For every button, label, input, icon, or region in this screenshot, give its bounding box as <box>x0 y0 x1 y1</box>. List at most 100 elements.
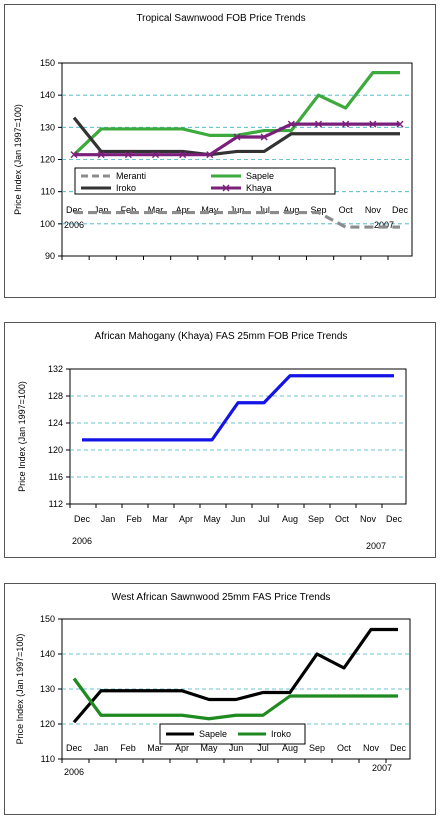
year-label: 2007 <box>366 541 386 551</box>
legend-label: Iroko <box>271 729 291 739</box>
chart-title: Tropical Sawnwood FOB Price Trends <box>136 13 305 24</box>
series-line-sapele <box>72 71 400 156</box>
year-label: 2006 <box>64 767 84 777</box>
data-point-khaya <box>152 151 159 159</box>
x-tick-label: Dec <box>66 205 83 215</box>
series-line-iroko <box>72 677 398 721</box>
legend-box <box>74 167 336 195</box>
y-tick-label: 150 <box>40 58 55 68</box>
x-tick-label: Jun <box>229 743 244 753</box>
y-tick-label: 140 <box>40 649 55 659</box>
x-tick-label: Dec <box>386 514 403 524</box>
year-label: 2006 <box>64 220 84 230</box>
legend-label: Sapele <box>199 729 227 739</box>
y-axis-label: Price Index (Jan 1997=100) <box>15 634 25 745</box>
x-tick-label: Jul <box>258 205 270 215</box>
chart-panel-1: Tropical Sawnwood FOB Price Trends 90 100 1… <box>4 4 436 298</box>
y-tick-label: 150 <box>40 614 55 624</box>
x-tick-label: Feb <box>120 743 136 753</box>
year-label: 2006 <box>72 536 92 546</box>
y-tick-label: 124 <box>48 418 63 428</box>
legend-label: Sapele <box>246 171 274 181</box>
y-tick-label: 130 <box>40 684 55 694</box>
chart-title: African Mahogany (Khaya) FAS 25mm FOB Pr… <box>95 331 348 342</box>
data-point-khaya <box>260 133 268 141</box>
tropical-sawnwood-chart: Tropical Sawnwood FOB Price Trends 90 100 1… <box>13 13 413 261</box>
y-axis-label: Price Index (Jan 1997=100) <box>17 381 27 492</box>
x-tick-label: Dec <box>74 514 91 524</box>
y-tick-label: 112 <box>49 499 63 509</box>
legend-label: Khaya <box>246 183 272 193</box>
y-tick-label: 130 <box>40 122 55 132</box>
data-point-khaya <box>206 151 214 159</box>
data-point-khaya <box>124 151 132 159</box>
y-tick-label: 132 <box>48 364 63 374</box>
y-tick-label: 120 <box>40 155 55 165</box>
x-tick-label: Feb <box>126 514 142 524</box>
data-point-khaya <box>287 120 295 128</box>
west-african-sawnwood-chart: West African Sawnwood 25mm FAS Price Tre… <box>15 592 411 777</box>
y-tick-label: 100 <box>40 219 55 229</box>
data-point-khaya <box>342 120 350 128</box>
x-tick-label: Sep <box>310 205 326 215</box>
data-point-khaya <box>179 151 187 159</box>
series-line-meranti <box>74 210 400 229</box>
x-tick-label: May <box>201 205 219 215</box>
x-tick-label: Jul <box>257 743 269 753</box>
x-tick-label: Apr <box>176 205 190 215</box>
series-line-series <box>82 374 394 442</box>
data-point-khaya <box>97 151 105 159</box>
y-tick-label: 90 <box>45 251 55 261</box>
y-tick-label: 120 <box>48 445 63 455</box>
x-tick-label: Apr <box>179 514 193 524</box>
data-point-khaya <box>396 120 404 128</box>
y-tick-label: 116 <box>49 472 63 482</box>
y-tick-label: 110 <box>41 187 55 197</box>
x-tick-label: Jun <box>231 514 246 524</box>
data-point-khaya <box>315 120 322 128</box>
x-tick-label: Sep <box>308 514 324 524</box>
data-point-khaya <box>70 151 78 159</box>
x-tick-label: Aug <box>282 514 298 524</box>
x-tick-label: Dec <box>66 743 83 753</box>
x-tick-label: Aug <box>283 205 299 215</box>
x-tick-label: Dec <box>390 743 407 753</box>
x-tick-label: Aug <box>282 743 298 753</box>
x-tick-label: May <box>203 514 221 524</box>
x-tick-label: Dec <box>392 205 409 215</box>
x-tick-label: Jan <box>101 514 116 524</box>
chart-panel-3: West African Sawnwood 25mm FAS Price Tre… <box>4 583 436 815</box>
legend-box <box>159 723 306 745</box>
x-tick-label: Jun <box>230 205 245 215</box>
plot-area <box>69 368 407 505</box>
x-tick-label: Jan <box>94 743 109 753</box>
x-tick-label: Sep <box>309 743 325 753</box>
series-line-sapele <box>72 627 398 724</box>
legend-marker <box>222 184 230 192</box>
african-mahogany-chart: African Mahogany (Khaya) FAS 25mm FOB Pr… <box>17 331 407 551</box>
y-tick-label: 110 <box>41 754 55 764</box>
x-tick-label: Mar <box>148 205 164 215</box>
x-tick-label: Mar <box>152 514 168 524</box>
legend-label: Iroko <box>116 183 136 193</box>
data-point-khaya <box>369 120 377 128</box>
x-tick-label: Apr <box>175 743 189 753</box>
x-tick-label: Oct <box>339 205 354 215</box>
year-label: 2007 <box>374 220 394 230</box>
x-tick-label: Nov <box>365 205 382 215</box>
data-point-khaya <box>233 133 241 141</box>
chart-panel-2: African Mahogany (Khaya) FAS 25mm FOB Pr… <box>4 322 436 558</box>
series-line-iroko <box>72 116 400 157</box>
x-tick-label: Jan <box>94 205 109 215</box>
y-axis-label: Price Index (Jan 1997=100) <box>13 104 23 215</box>
x-tick-label: Jul <box>258 514 270 524</box>
x-tick-label: Mar <box>147 743 163 753</box>
chart-title: West African Sawnwood 25mm FAS Price Tre… <box>112 592 331 603</box>
x-tick-label: Feb <box>121 205 137 215</box>
x-tick-label: Oct <box>337 743 352 753</box>
year-label: 2007 <box>372 763 392 773</box>
x-tick-label: Nov <box>360 514 377 524</box>
y-tick-label: 128 <box>48 391 63 401</box>
y-tick-label: 140 <box>40 90 55 100</box>
legend-label: Meranti <box>116 171 146 181</box>
